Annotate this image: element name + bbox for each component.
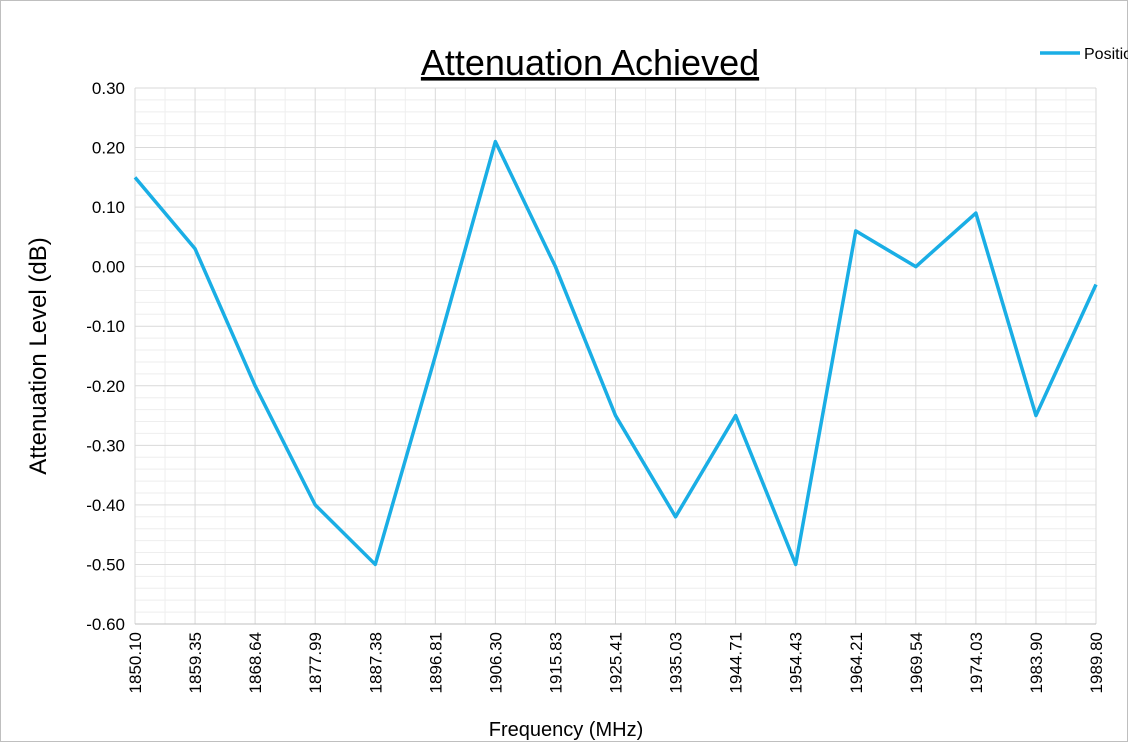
x-tick-label: 1915.83 <box>546 632 565 693</box>
y-tick-label: 0.00 <box>92 258 125 277</box>
grid <box>134 87 1097 625</box>
x-tick-label: 1887.38 <box>366 632 385 693</box>
y-tick-label: -0.10 <box>86 317 125 336</box>
x-tick-label: 1954.43 <box>787 632 806 693</box>
x-tick-label: 1989.80 <box>1087 632 1106 693</box>
x-tick-label: 1974.03 <box>967 632 986 693</box>
y-tick-label: -0.20 <box>86 377 125 396</box>
x-tick-label: 1925.41 <box>607 632 626 693</box>
y-tick-label: -0.30 <box>86 436 125 455</box>
x-tick-label: 1983.90 <box>1027 632 1046 693</box>
x-tick-label: 1850.10 <box>126 632 145 693</box>
y-tick-label: 0.10 <box>92 198 125 217</box>
x-tick-label: 1906.30 <box>486 632 505 693</box>
chart-title: Attenuation Achieved <box>421 42 759 83</box>
x-tick-label: 1868.64 <box>246 632 265 693</box>
x-tick-label: 1964.21 <box>847 632 866 693</box>
legend-label: Position 2 <box>1084 46 1128 63</box>
x-tick-label: 1944.71 <box>727 632 746 693</box>
y-tick-label: 0.30 <box>92 79 125 98</box>
x-axis-label: Frequency (MHz) <box>489 719 643 741</box>
x-tick-label: 1935.03 <box>667 632 686 693</box>
y-axis-label: Attenuation Level (dB) <box>25 237 52 474</box>
x-tick-label: 1859.35 <box>186 632 205 693</box>
data-line <box>133 139 1098 567</box>
x-tick-label: 1969.54 <box>907 632 926 693</box>
y-tick-label: -0.40 <box>86 496 125 515</box>
x-tick-label: 1877.99 <box>306 632 325 693</box>
x-tick-label: 1896.81 <box>426 632 445 693</box>
y-tick-label: -0.50 <box>86 555 125 574</box>
y-tick-label: -0.60 <box>86 615 125 634</box>
y-tick-label: 0.20 <box>92 139 125 158</box>
